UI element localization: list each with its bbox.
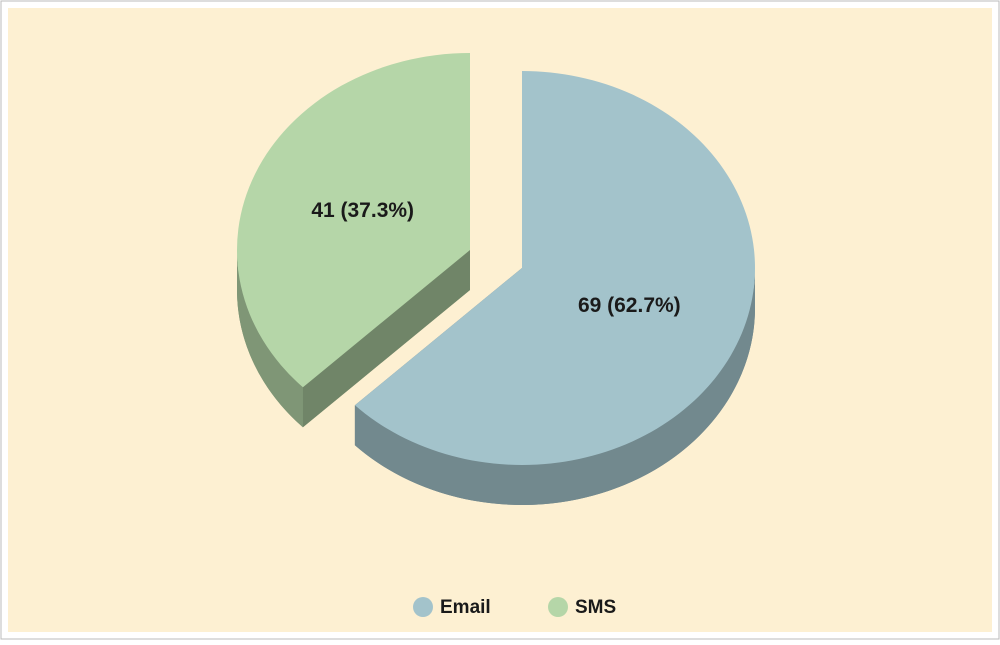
- legend-label: SMS: [575, 597, 616, 618]
- slice: [354, 71, 756, 465]
- legend-swatch: [413, 597, 433, 617]
- slice-wall: [354, 268, 755, 505]
- legend-swatch: [548, 597, 568, 617]
- slice: [237, 52, 470, 388]
- data-label: 41 (37.3%): [311, 199, 414, 222]
- slice-side: [302, 250, 470, 428]
- legend-label: Email: [440, 597, 491, 618]
- data-label: 69 (62.7%): [578, 294, 681, 317]
- slice-wall: [237, 250, 303, 428]
